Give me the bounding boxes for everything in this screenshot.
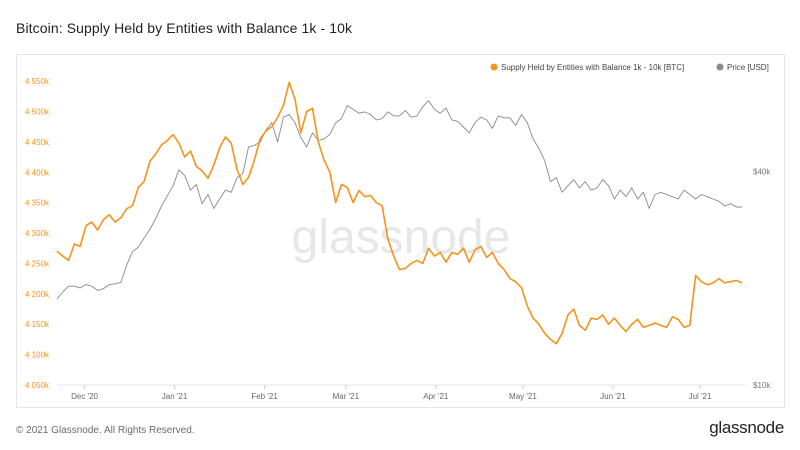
watermark: glassnode [292,211,511,264]
legend-label-supply[interactable]: Supply Held by Entities with Balance 1k … [501,63,684,72]
y-left-tick-label: 4 400k [25,168,50,177]
legend-marker-price [716,63,724,71]
y-left-tick-label: 4 500k [25,107,50,116]
glassnode-logo[interactable]: glassnode [709,418,784,437]
y-left-tick-label: 4 300k [25,229,50,238]
y-left-tick-label: 4 050k [25,381,50,390]
legend-label-price[interactable]: Price [USD] [727,63,769,72]
x-tick-label: Feb '21 [251,392,278,401]
line-chart: glassnode 4 050k 4 100k 4 150k 4 200k 4 250k… [25,63,771,401]
x-tick-label: Dec '20 [71,392,98,401]
supply-series-line[interactable] [56,81,743,345]
x-tick-label: Jun '21 [600,392,626,401]
x-tick-label: Jan '21 [162,392,188,401]
series-layer [56,81,743,345]
y-left-tick-label: 4 450k [25,138,50,147]
y-left-tick-label: 4 350k [25,199,50,208]
y-left-tick-label: 4 200k [25,290,50,299]
y-left-tick-label: 4 250k [25,259,50,268]
y-left-tick-label: 4 100k [25,351,50,360]
chart-panel: glassnode 4 050k 4 100k 4 150k 4 200k 4 250k… [16,54,785,408]
price-series-line[interactable] [56,100,743,300]
legend-marker-supply [490,63,498,71]
x-tick-label: Mar '21 [333,392,360,401]
y-right-tick-label: $10k [753,381,771,390]
right-axis: $10k $40k [753,168,771,390]
legend: Supply Held by Entities with Balance 1k … [490,63,769,72]
copyright: © 2021 Glassnode. All Rights Reserved. [16,425,195,436]
page-title: Bitcoin: Supply Held by Entities with Ba… [16,20,353,36]
left-axis: 4 050k 4 100k 4 150k 4 200k 4 250k 4 300k 4 35… [25,77,50,390]
y-left-tick-label: 4 550k [25,77,50,86]
x-tick-label: Apr '21 [423,392,449,401]
x-tick-label: Jul '21 [689,392,712,401]
x-tick-label: May '21 [509,392,537,401]
y-right-tick-label: $40k [753,168,771,177]
y-left-tick-label: 4 150k [25,320,50,329]
x-axis: Dec '20 Jan '21 Feb '21 Mar '21 Apr '21 May '… [57,384,745,401]
